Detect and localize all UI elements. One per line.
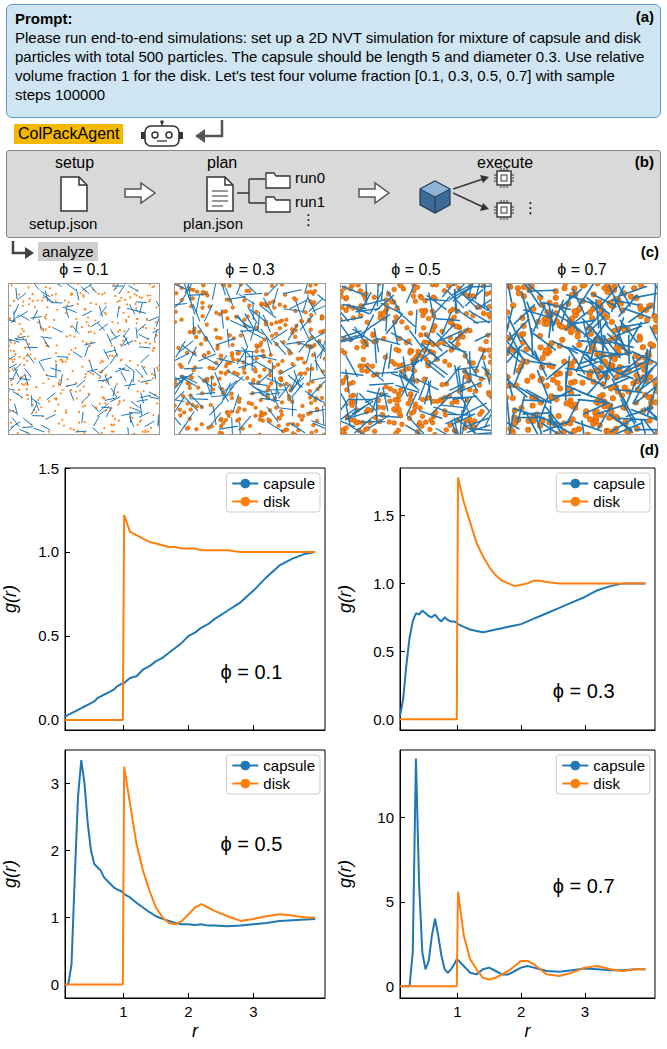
html-text:(d): (d) — [639, 441, 659, 458]
html-text:Prompt:: Prompt: — [15, 10, 73, 27]
html-text:ϕ = 0.1: ϕ = 0.1 — [59, 261, 109, 278]
html-text:setup: setup — [55, 154, 95, 171]
html-text:analyze: analyze — [42, 243, 94, 260]
svg-text:g(r): g(r) — [0, 860, 20, 888]
svg-text:10: 10 — [377, 809, 394, 826]
html-text:(c): (c) — [640, 243, 659, 260]
svg-text:5: 5 — [386, 893, 394, 910]
svg-text:1.0: 1.0 — [373, 575, 394, 592]
html-text:ColPackAgent: ColPackAgent — [18, 125, 120, 142]
html-text:setup.json: setup.json — [29, 215, 98, 232]
svg-text:2: 2 — [517, 1003, 525, 1020]
html-text:plan: plan — [207, 154, 238, 171]
svg-text:1.0: 1.0 — [38, 543, 59, 560]
html-text:run0: run0 — [295, 169, 325, 186]
svg-text:ϕ = 0.7: ϕ = 0.7 — [553, 875, 615, 897]
html-text:plan.json: plan.json — [183, 215, 243, 232]
svg-text:capsule: capsule — [593, 757, 645, 774]
svg-text:ϕ = 0.1: ϕ = 0.1 — [220, 661, 282, 683]
svg-text:r: r — [525, 1021, 532, 1041]
svg-text:capsule: capsule — [593, 475, 645, 492]
svg-text:1: 1 — [51, 909, 59, 926]
svg-text:3: 3 — [249, 1003, 257, 1020]
svg-text:0: 0 — [386, 978, 394, 995]
svg-text:disk: disk — [263, 493, 290, 510]
html-text:ϕ = 0.5: ϕ = 0.5 — [391, 261, 441, 278]
svg-text:r: r — [192, 1021, 199, 1041]
svg-text:ϕ = 0.3: ϕ = 0.3 — [553, 680, 615, 702]
html-text:(a): (a) — [635, 8, 654, 25]
svg-text:ϕ = 0.5: ϕ = 0.5 — [220, 833, 282, 855]
svg-text:g(r): g(r) — [0, 585, 20, 613]
html-text:run1: run1 — [295, 193, 325, 210]
svg-text:g(r): g(r) — [335, 860, 355, 888]
html-text:ϕ = 0.7: ϕ = 0.7 — [557, 261, 607, 278]
svg-text:0.5: 0.5 — [38, 627, 59, 644]
svg-text:g(r): g(r) — [335, 585, 355, 613]
html-text:ϕ = 0.3: ϕ = 0.3 — [225, 261, 275, 278]
svg-text:2: 2 — [184, 1003, 192, 1020]
svg-text:capsule: capsule — [263, 757, 315, 774]
svg-text:disk: disk — [593, 775, 620, 792]
svg-text:1.5: 1.5 — [373, 507, 394, 524]
svg-text:1: 1 — [119, 1003, 127, 1020]
svg-text:disk: disk — [593, 493, 620, 510]
svg-text:0.5: 0.5 — [373, 643, 394, 660]
svg-text:0.0: 0.0 — [373, 711, 394, 728]
svg-text:capsule: capsule — [263, 475, 315, 492]
svg-text:0.0: 0.0 — [38, 711, 59, 728]
html-text:(b): (b) — [634, 153, 654, 170]
svg-text:2: 2 — [51, 842, 59, 859]
svg-text:disk: disk — [263, 775, 290, 792]
svg-text:3: 3 — [51, 775, 59, 792]
svg-text:0: 0 — [51, 976, 59, 993]
html-text:Please run end-to-end simulati: Please run end-to-end simulations: set u… — [15, 29, 645, 103]
svg-text:3: 3 — [581, 1003, 589, 1020]
html-text:execute: execute — [477, 154, 533, 171]
svg-text:1.5: 1.5 — [38, 460, 59, 477]
svg-text:1: 1 — [453, 1003, 461, 1020]
